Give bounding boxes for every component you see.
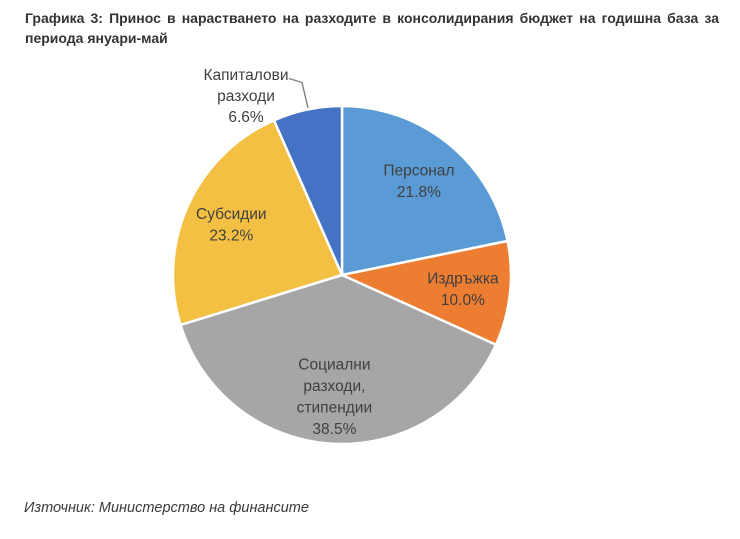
- pie-slice-2: [340, 239, 513, 346]
- pie-slice-4: [171, 119, 344, 327]
- slice-label-3: Социални разходи, стипендии 38.5%: [297, 357, 372, 439]
- pie-slice-3: [179, 273, 498, 446]
- pie-slice-5: [272, 104, 344, 277]
- slice-label-5: Капиталови разходи 6.6%: [204, 67, 289, 126]
- leader-line: [288, 77, 309, 109]
- slice-label-1: Персонал 21.8%: [383, 163, 454, 202]
- pie-chart: Персонал 21.8% Издръжка 10.0% Социални разход…: [171, 67, 513, 446]
- source-note: Източник: Министерство на финансите: [24, 500, 309, 516]
- slice-label-4: Субсидии 23.2%: [196, 206, 267, 245]
- slice-label-2: Издръжка 10.0%: [427, 270, 499, 309]
- pie-slice-1: [340, 104, 509, 277]
- chart-title: Графика 3: Принос в нарастването на разх…: [25, 10, 719, 46]
